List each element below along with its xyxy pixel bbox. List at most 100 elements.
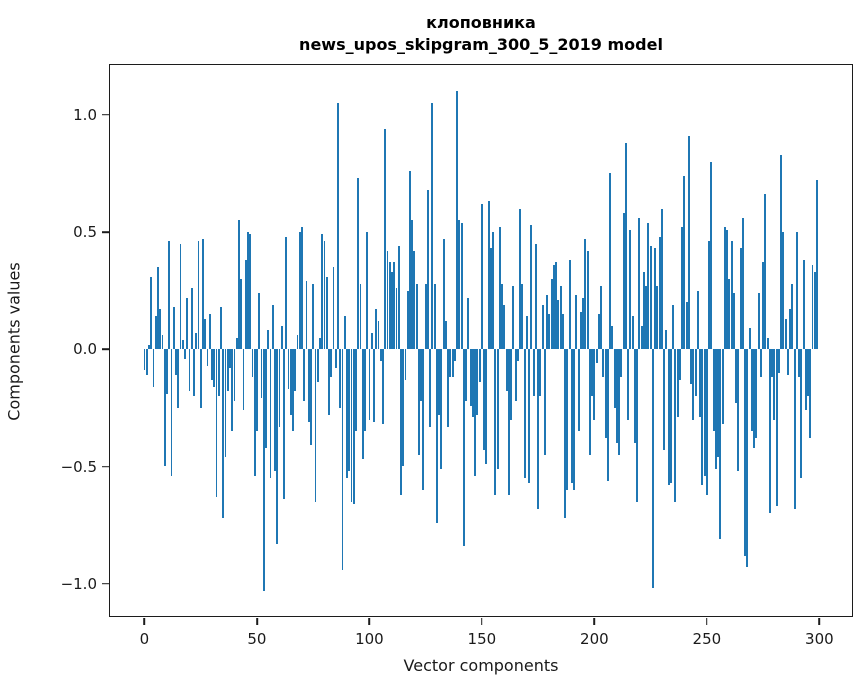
bar bbox=[523, 349, 526, 479]
bar bbox=[280, 325, 283, 350]
bar bbox=[543, 349, 546, 455]
bar bbox=[157, 267, 159, 350]
bar bbox=[226, 349, 229, 392]
bar bbox=[741, 217, 744, 350]
bar bbox=[712, 349, 715, 432]
bar bbox=[534, 243, 537, 350]
y-tick-mark bbox=[101, 465, 109, 468]
bar bbox=[357, 178, 360, 350]
y-tick-mark bbox=[101, 231, 109, 233]
bar bbox=[618, 349, 621, 455]
bar bbox=[714, 349, 717, 469]
bar bbox=[307, 349, 310, 422]
bar bbox=[154, 316, 157, 350]
bar bbox=[748, 328, 751, 350]
bar bbox=[314, 349, 317, 502]
y-tick-mark bbox=[101, 582, 109, 585]
bar bbox=[429, 349, 432, 427]
bar bbox=[737, 349, 740, 472]
bar bbox=[184, 349, 186, 359]
bar bbox=[274, 349, 276, 472]
bar bbox=[337, 102, 339, 350]
bar bbox=[206, 349, 209, 366]
bar bbox=[222, 349, 225, 519]
bar bbox=[426, 189, 429, 350]
bar bbox=[303, 349, 306, 401]
bar bbox=[370, 332, 373, 350]
bar bbox=[350, 349, 353, 502]
bar bbox=[343, 316, 346, 350]
bar bbox=[292, 349, 294, 432]
bar bbox=[786, 349, 789, 376]
bar bbox=[721, 349, 724, 425]
bar bbox=[242, 349, 245, 411]
bar bbox=[285, 236, 288, 350]
bar bbox=[458, 220, 461, 350]
bar bbox=[379, 349, 382, 361]
bar bbox=[408, 171, 411, 350]
bar bbox=[287, 349, 290, 390]
bar bbox=[552, 264, 555, 350]
bar bbox=[400, 349, 402, 495]
bar bbox=[647, 222, 650, 350]
bar bbox=[172, 307, 175, 350]
bar bbox=[730, 241, 733, 350]
bar bbox=[244, 260, 247, 350]
x-tick-label: 0 bbox=[139, 630, 150, 648]
bar bbox=[658, 236, 661, 350]
x-tick-mark bbox=[593, 618, 596, 625]
bar bbox=[600, 285, 603, 350]
x-tick-mark bbox=[818, 618, 821, 625]
bar bbox=[732, 292, 735, 350]
x-tick-label: 150 bbox=[467, 630, 497, 648]
bar bbox=[699, 349, 702, 418]
y-tick-label: 0.0 bbox=[73, 340, 97, 359]
bar bbox=[613, 349, 616, 408]
bar bbox=[750, 349, 753, 432]
bar bbox=[424, 283, 427, 350]
bar bbox=[782, 231, 785, 350]
bar bbox=[800, 349, 803, 479]
bar bbox=[489, 248, 492, 350]
bar bbox=[161, 335, 164, 350]
bar bbox=[802, 260, 805, 350]
bar bbox=[633, 349, 636, 444]
bar bbox=[744, 349, 746, 556]
bar bbox=[451, 349, 454, 378]
bar bbox=[386, 250, 389, 350]
bar bbox=[728, 278, 731, 350]
bar bbox=[251, 349, 254, 378]
bar bbox=[211, 349, 213, 380]
bar bbox=[361, 349, 364, 460]
bar bbox=[811, 264, 814, 350]
bar bbox=[674, 349, 677, 502]
bar bbox=[795, 231, 798, 350]
x-tick-label: 300 bbox=[805, 630, 834, 648]
x-tick-label: 100 bbox=[355, 630, 384, 648]
bar bbox=[813, 271, 816, 350]
bar bbox=[143, 349, 146, 371]
bar bbox=[651, 349, 654, 589]
bar bbox=[622, 213, 625, 350]
bar bbox=[753, 349, 755, 448]
bar bbox=[415, 283, 418, 350]
bar bbox=[296, 335, 299, 350]
bar bbox=[723, 227, 726, 350]
bar bbox=[474, 349, 477, 476]
bar bbox=[687, 135, 690, 350]
bar bbox=[591, 349, 594, 397]
bar bbox=[816, 180, 818, 350]
bar bbox=[163, 349, 166, 467]
bar bbox=[175, 349, 177, 376]
bar bbox=[310, 349, 312, 446]
bar bbox=[521, 283, 524, 350]
bar bbox=[224, 349, 227, 458]
bar bbox=[766, 337, 769, 350]
bar bbox=[584, 239, 587, 350]
bar bbox=[615, 349, 618, 444]
bar bbox=[449, 349, 452, 378]
bar bbox=[469, 349, 472, 406]
bar bbox=[505, 349, 508, 392]
bar bbox=[168, 241, 171, 350]
bar bbox=[780, 154, 782, 350]
